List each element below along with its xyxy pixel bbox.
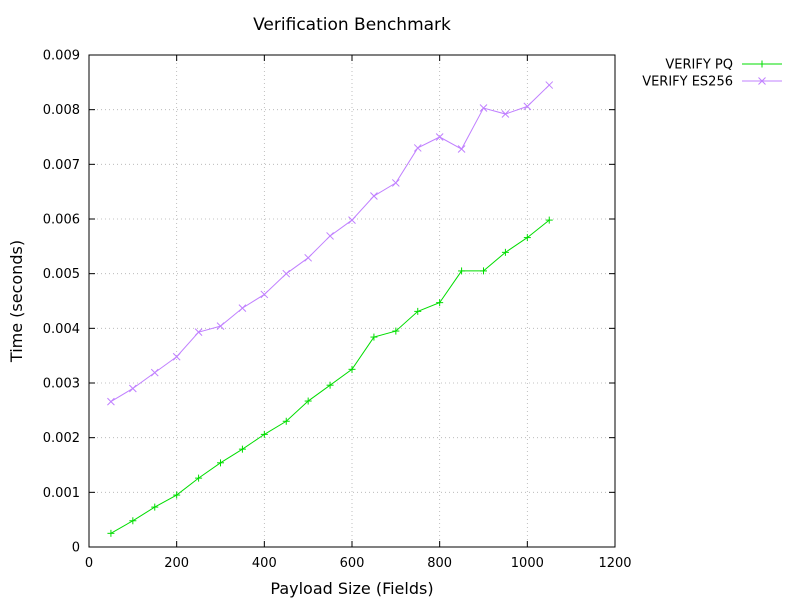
- legend-item-verify-es256: VERIFY ES256: [642, 75, 782, 90]
- y-tick-label: 0.009: [43, 49, 80, 64]
- x-tick-label: 0: [85, 556, 93, 571]
- data-point-verify-es256: [545, 81, 554, 89]
- data-point-verify-es256: [326, 232, 334, 240]
- legend-marker: [758, 60, 766, 68]
- data-point-verify-es256: [238, 304, 247, 312]
- data-point-verify-pq: [282, 417, 290, 425]
- chart-title: Verification Benchmark: [253, 15, 451, 35]
- data-point-verify-es256: [304, 253, 313, 262]
- data-point-verify-pq: [370, 333, 378, 341]
- series-layer: [107, 81, 554, 537]
- data-point-verify-pq: [458, 267, 466, 275]
- grid-lines: [89, 55, 615, 547]
- data-point-verify-pq: [107, 529, 115, 537]
- y-tick-label: 0.001: [43, 486, 80, 501]
- x-tick-label: 400: [252, 556, 277, 571]
- data-point-verify-es256: [216, 322, 225, 331]
- data-point-verify-pq: [501, 248, 509, 256]
- legend-marker: [758, 77, 766, 85]
- legend-item-verify-pq: VERIFY PQ: [665, 58, 782, 73]
- data-point-verify-es256: [501, 110, 510, 118]
- data-point-verify-pq: [392, 327, 400, 335]
- plot-area-frame: [88, 54, 616, 548]
- series-verify-pq: [107, 216, 553, 537]
- data-point-verify-pq: [173, 491, 181, 499]
- y-tick-label: 0.004: [43, 322, 80, 337]
- data-point-verify-pq: [238, 445, 246, 453]
- x-axis-title: Payload Size (Fields): [270, 579, 433, 598]
- data-point-verify-pq: [545, 216, 553, 224]
- legend-label: VERIFY PQ: [665, 58, 733, 73]
- y-tick-label: 0.002: [43, 431, 80, 446]
- data-point-verify-pq: [217, 459, 224, 467]
- data-point-verify-pq: [304, 397, 312, 405]
- data-point-verify-pq: [129, 517, 137, 525]
- y-tick-label: 0: [72, 541, 80, 556]
- data-point-verify-pq: [523, 234, 531, 242]
- data-point-verify-pq: [414, 307, 422, 315]
- data-point-verify-pq: [326, 381, 334, 389]
- axis-ticks: 0 200 400 600 800 1000 1200 0 0.001 0.002 0.003 0.0…: [43, 49, 632, 572]
- data-point-verify-es256: [282, 269, 291, 278]
- data-point-verify-pq: [260, 430, 268, 438]
- x-tick-label: 1000: [511, 556, 544, 571]
- x-tick-label: 200: [164, 556, 189, 571]
- y-tick-label: 0.007: [43, 158, 80, 173]
- data-point-verify-es256: [348, 216, 356, 224]
- data-point-verify-es256: [523, 102, 532, 111]
- y-tick-label: 0.003: [43, 377, 80, 392]
- data-point-verify-es256: [260, 290, 269, 299]
- legend-label: VERIFY ES256: [642, 75, 733, 90]
- series-verify-es256: [107, 81, 554, 406]
- x-tick-label: 1200: [598, 556, 631, 571]
- data-point-verify-pq: [151, 503, 159, 511]
- data-point-verify-es256: [172, 352, 181, 361]
- data-point-verify-es256: [194, 328, 203, 337]
- data-point-verify-es256: [457, 145, 466, 153]
- y-tick-label: 0.008: [43, 103, 80, 118]
- y-tick-label: 0.006: [43, 213, 80, 228]
- legend: VERIFY PQ VERIFY ES256: [642, 58, 782, 90]
- y-axis-title: Time (seconds): [7, 240, 26, 363]
- data-point-verify-es256: [413, 144, 422, 152]
- data-point-verify-es256: [435, 133, 444, 141]
- data-point-verify-es256: [391, 179, 400, 187]
- data-point-verify-es256: [128, 384, 137, 393]
- data-point-verify-pq: [436, 299, 444, 307]
- data-point-verify-pq: [348, 365, 356, 373]
- y-tick-label: 0.005: [43, 267, 80, 282]
- x-tick-label: 600: [340, 556, 365, 571]
- data-point-verify-es256: [150, 368, 159, 377]
- x-tick-label: 800: [427, 556, 452, 571]
- data-point-verify-es256: [107, 397, 115, 406]
- data-point-verify-pq: [480, 267, 487, 275]
- data-point-verify-es256: [370, 192, 378, 200]
- data-point-verify-es256: [479, 104, 488, 112]
- data-point-verify-pq: [195, 474, 203, 482]
